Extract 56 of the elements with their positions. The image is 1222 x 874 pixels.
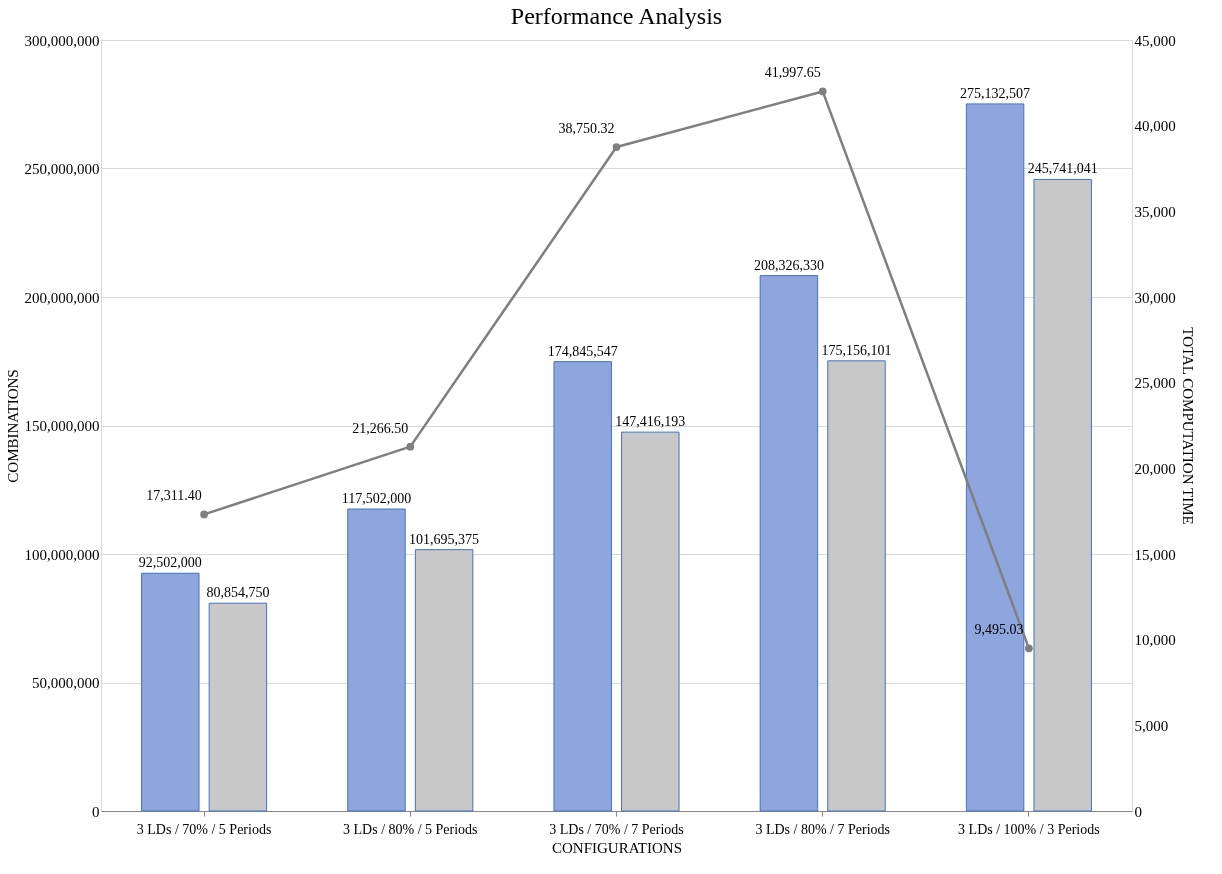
data-label: 147,416,193 xyxy=(615,414,686,430)
y2-tick-label: 40,000 xyxy=(1134,118,1176,135)
point xyxy=(818,87,827,96)
bar xyxy=(141,572,200,812)
data-label: 21,266.50 xyxy=(352,420,409,436)
y2-tick-label: 25,000 xyxy=(1134,375,1176,392)
bar xyxy=(208,602,268,812)
y2-tick-label: 45,000 xyxy=(1134,32,1176,49)
data-label: 175,156,101 xyxy=(821,342,892,358)
x-axis-title: CONFIGURATIONS xyxy=(551,839,683,856)
y2-tick-label: 20,000 xyxy=(1134,460,1176,477)
data-label: 101,695,375 xyxy=(409,531,480,547)
bar xyxy=(965,103,1025,812)
y2-tick-label: 35,000 xyxy=(1134,203,1176,220)
bar xyxy=(827,360,886,812)
x-tick-label: 3 LDs / 100% / 3 Periods xyxy=(958,821,1100,837)
y-tick-label: 0 xyxy=(92,803,100,820)
y-axis-title: COMBINATIONS xyxy=(4,369,21,483)
data-label: 17,311.40 xyxy=(146,488,202,504)
bar xyxy=(414,549,474,812)
x-tick-label: 3 LDs / 80% / 7 Periods xyxy=(755,821,890,837)
point xyxy=(406,442,415,451)
y-tick-label: 300,000,000 xyxy=(24,32,100,49)
data-label: 117,502,000 xyxy=(341,491,412,507)
bar xyxy=(621,431,680,812)
data-label: 92,502,000 xyxy=(138,555,202,571)
point xyxy=(612,143,621,151)
y-tick-label: 250,000,000 xyxy=(24,161,100,177)
x-tick-label: 3 LDs / 80% / 5 Periods xyxy=(343,821,478,837)
point xyxy=(200,510,208,519)
data-label: 9,495.03 xyxy=(974,622,1024,638)
y-tick-label: 100,000,000 xyxy=(24,546,100,563)
y2-tick-label: 30,000 xyxy=(1134,289,1176,306)
bar xyxy=(1033,178,1092,812)
y2-tick-label: 15,000 xyxy=(1134,546,1176,563)
y2-axis-title: TOTAL COMPUTATION TIME xyxy=(1179,327,1196,525)
bar xyxy=(347,508,406,812)
chart-title: Performance Analysis xyxy=(510,3,723,29)
bar xyxy=(553,361,612,812)
y-tick-label: 200,000,000 xyxy=(24,289,100,306)
data-label: 174,845,547 xyxy=(547,343,618,359)
x-tick-label: 3 LDs / 70% / 7 Periods xyxy=(549,821,684,837)
y2-tick-label: 5,000 xyxy=(1134,717,1169,734)
y-tick-label: 50,000,000 xyxy=(32,675,100,691)
y2-tick-label: 10,000 xyxy=(1134,632,1176,649)
x-tick-label: 3 LDs / 70% / 5 Periods xyxy=(136,821,272,837)
bar xyxy=(759,275,819,812)
data-label: 275,132,507 xyxy=(960,85,1031,101)
data-label: 208,326,330 xyxy=(753,257,824,273)
data-label: 38,750.32 xyxy=(558,121,615,137)
y2-tick-label: 0 xyxy=(1134,803,1142,820)
point xyxy=(1025,644,1033,653)
y-tick-label: 150,000,000 xyxy=(24,418,100,434)
data-label: 41,997.65 xyxy=(764,65,821,81)
data-label: 245,741,041 xyxy=(1027,161,1098,177)
data-label: 80,854,750 xyxy=(206,585,270,601)
